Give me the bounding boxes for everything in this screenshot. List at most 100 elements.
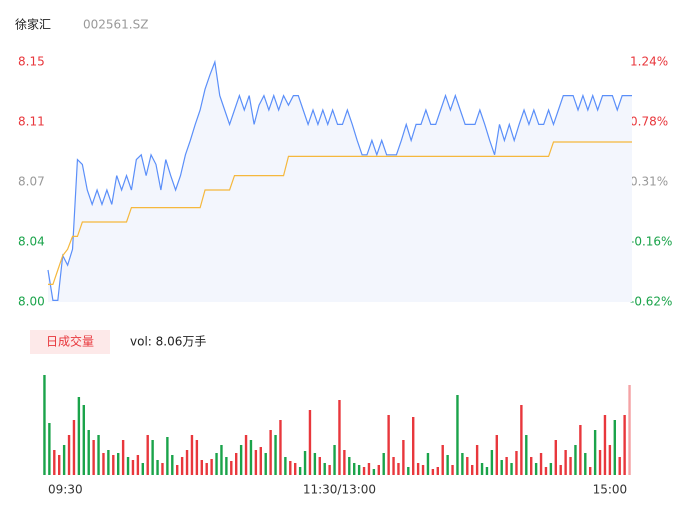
volume-bar xyxy=(446,455,449,475)
volume-bar xyxy=(618,457,621,475)
volume-bar xyxy=(180,457,184,475)
volume-bar xyxy=(579,425,582,475)
y-tick-label: 8.00 xyxy=(18,295,45,309)
volume-bar xyxy=(274,435,277,475)
volume-bar xyxy=(82,405,85,475)
volume-bar xyxy=(530,457,533,475)
volume-bar xyxy=(357,465,361,475)
stock-code: 002561.SZ xyxy=(83,18,148,32)
volume-bar xyxy=(269,430,272,475)
volume-bar xyxy=(77,397,81,475)
stock-name: 徐家汇 xyxy=(15,17,51,32)
volume-bar xyxy=(584,453,587,475)
volume-bar xyxy=(210,459,213,475)
volume-bar xyxy=(195,440,199,475)
volume-bar xyxy=(525,435,528,475)
volume-bar xyxy=(456,395,459,475)
volume-bar xyxy=(554,440,557,475)
volume-bar xyxy=(318,457,321,475)
legend-badge xyxy=(30,330,110,354)
volume-bar xyxy=(225,457,228,475)
volume-bar xyxy=(92,440,95,475)
volume-bar xyxy=(412,417,415,475)
volume-bar xyxy=(117,453,120,475)
volume-bar xyxy=(377,465,380,475)
legend-label: 日成交量 xyxy=(46,334,94,349)
volume-bar xyxy=(259,447,262,475)
volume-bar xyxy=(72,420,76,475)
volume-bar xyxy=(603,415,607,475)
volume-bar xyxy=(520,405,523,475)
y-tick-label: 8.07 xyxy=(18,175,45,189)
volume-bar xyxy=(156,460,159,475)
volume-bar xyxy=(480,463,484,475)
volume-bar xyxy=(353,463,356,475)
volume-bar xyxy=(48,423,51,475)
volume-bar xyxy=(264,453,267,475)
volume-bar xyxy=(67,435,71,475)
volume-bar xyxy=(141,463,144,475)
volume-bar xyxy=(495,435,498,475)
volume-bar xyxy=(62,445,66,475)
volume-bar xyxy=(416,463,420,475)
volume-bar xyxy=(598,450,602,475)
volume-bar xyxy=(559,465,562,475)
volume-bar xyxy=(608,445,612,475)
volume-bar xyxy=(254,450,258,475)
volume-bar xyxy=(220,445,223,475)
volume-bar xyxy=(623,415,626,475)
volume-bar xyxy=(200,460,203,475)
volume-bar xyxy=(53,450,56,475)
y2-tick-label: -0.62% xyxy=(630,295,672,309)
volume-bar xyxy=(402,440,405,475)
volume-bar xyxy=(593,430,597,475)
volume-bar xyxy=(244,435,248,475)
volume-bar xyxy=(249,440,253,475)
volume-bar xyxy=(284,457,287,475)
volume-bar xyxy=(421,465,425,475)
volume-bar xyxy=(185,450,189,475)
volume-bar xyxy=(436,467,439,475)
x-tick-label: 15:00 xyxy=(593,483,628,497)
y2-tick-label: -0.16% xyxy=(630,235,672,249)
volume-bar xyxy=(534,463,538,475)
x-tick-label: 09:30 xyxy=(48,483,83,497)
volume-bar xyxy=(549,463,553,475)
volume-bar xyxy=(279,420,282,475)
volume-bar xyxy=(107,450,110,475)
x-tick-label: 11:30/13:00 xyxy=(303,483,376,497)
volume-bar xyxy=(289,461,292,475)
volume-bar xyxy=(294,463,297,475)
volume-bar xyxy=(441,445,444,475)
volume-bar xyxy=(190,435,194,475)
volume-bar xyxy=(397,463,400,475)
volume-bar xyxy=(146,435,149,475)
volume-bar xyxy=(574,445,577,475)
volume-bar xyxy=(239,445,243,475)
volume-bar xyxy=(407,467,410,475)
volume-bar xyxy=(166,437,169,475)
y-tick-label: 8.11 xyxy=(18,115,45,129)
y2-tick-label: 0.31% xyxy=(630,175,668,189)
volume-bar xyxy=(392,457,395,475)
volume-bar xyxy=(333,445,336,475)
price-area xyxy=(48,62,632,302)
volume-bar xyxy=(613,420,616,475)
volume-bar xyxy=(466,457,469,475)
volume-bar xyxy=(298,467,302,475)
volume-bar xyxy=(112,455,115,475)
volume-bar xyxy=(308,410,312,475)
volume-bar xyxy=(102,453,105,475)
volume-bar xyxy=(471,465,474,475)
volume-bar xyxy=(475,445,479,475)
volume-bar xyxy=(215,453,218,475)
volume-bar xyxy=(328,465,331,475)
volume-bar xyxy=(539,453,543,475)
volume-bar xyxy=(490,450,494,475)
y-tick-label: 8.04 xyxy=(18,235,45,249)
volume-bar xyxy=(230,461,233,475)
volume-bar xyxy=(382,453,385,475)
volume-bar xyxy=(348,457,351,475)
volume-bar xyxy=(87,430,90,475)
volume-bar xyxy=(58,455,61,475)
